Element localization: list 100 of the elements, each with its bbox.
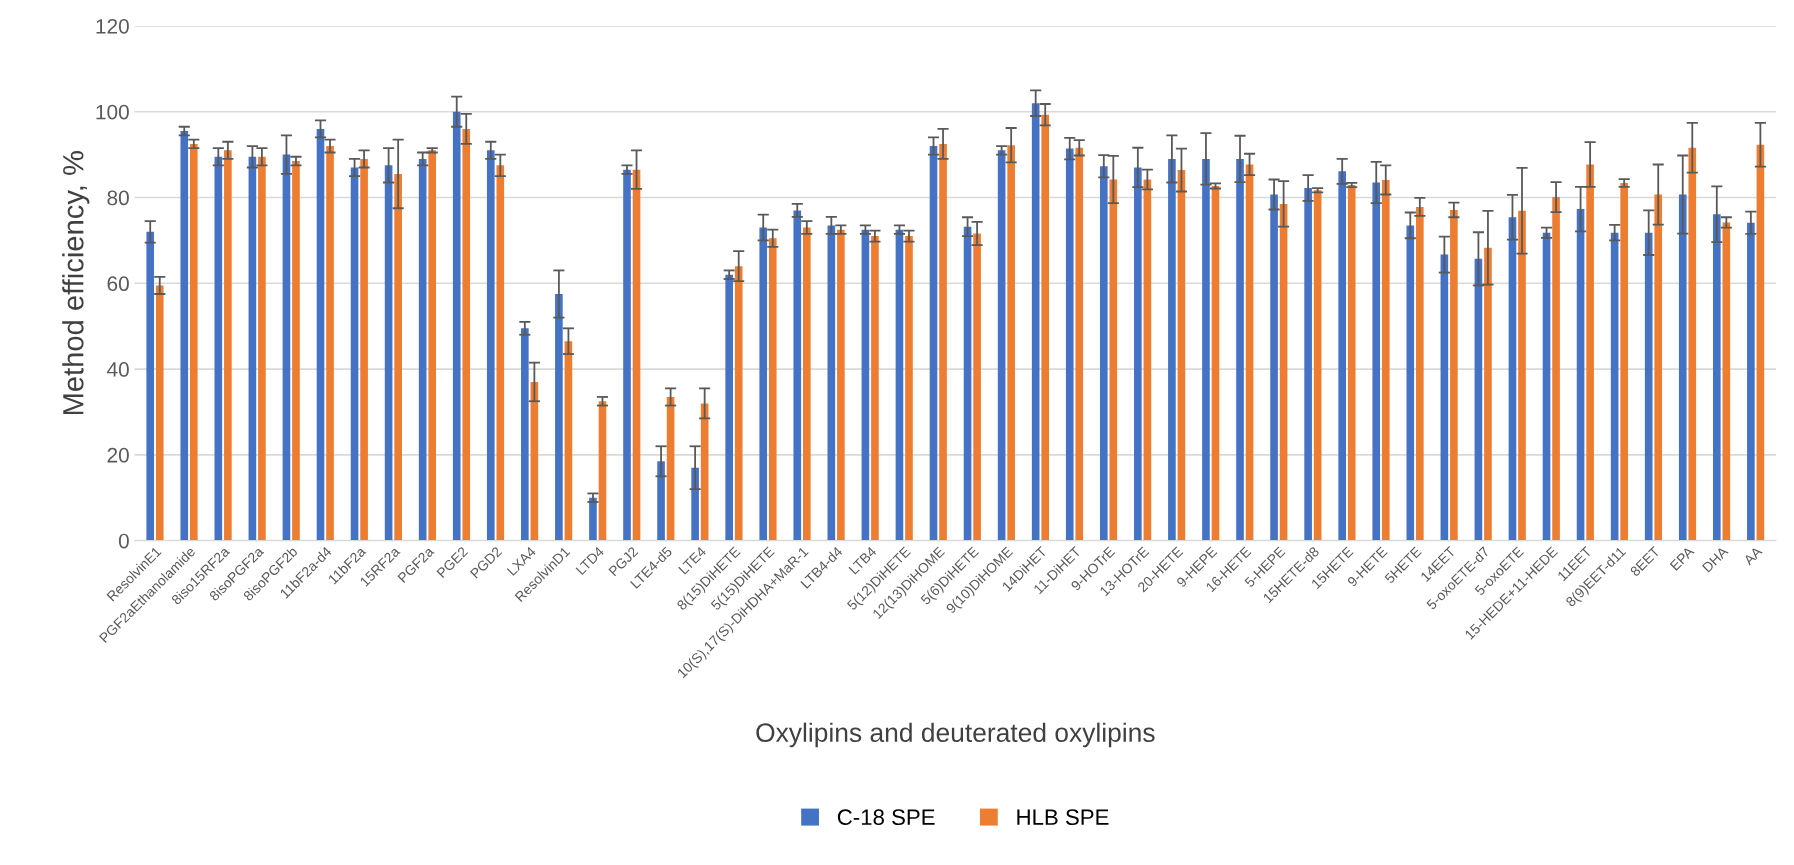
bar (1041, 114, 1050, 541)
y-tick-label: 100 (96, 104, 129, 120)
bar (1484, 247, 1492, 541)
bar (452, 111, 461, 541)
bar (759, 227, 768, 541)
bar (768, 238, 777, 541)
bar (929, 146, 938, 541)
y-tick-label: 40 (107, 362, 129, 377)
bar (1712, 214, 1721, 541)
bar (666, 396, 675, 541)
bar (793, 210, 802, 541)
bar (1304, 188, 1312, 541)
bar (1416, 206, 1424, 541)
bar (871, 236, 879, 541)
bar (180, 131, 189, 541)
bar (496, 165, 505, 541)
bar (1202, 158, 1210, 541)
bar (905, 236, 913, 541)
bar (1552, 197, 1560, 541)
bar (1099, 166, 1108, 541)
bar (1450, 209, 1458, 541)
bar (258, 156, 266, 541)
bar (1168, 158, 1176, 541)
bar (146, 231, 155, 541)
x-tick-label: AA (1742, 545, 1763, 566)
bar (963, 226, 972, 541)
bar (1211, 185, 1220, 541)
bar (895, 229, 904, 541)
bar (1177, 170, 1186, 541)
bar (589, 497, 597, 541)
bar (1747, 222, 1755, 541)
bar (939, 143, 947, 541)
bar (657, 461, 665, 541)
bar (155, 285, 164, 541)
bar (1372, 182, 1381, 541)
x-tick-label: EPA (1669, 545, 1695, 571)
bar (1031, 103, 1040, 541)
bar (360, 158, 368, 541)
bar (997, 150, 1006, 541)
bar (1236, 158, 1244, 541)
bar (1508, 217, 1517, 541)
bar (1620, 182, 1628, 541)
bar (555, 294, 563, 541)
bar (1134, 167, 1142, 541)
bar (1518, 210, 1526, 541)
bar (803, 227, 811, 541)
bar (418, 158, 427, 541)
y-tick-label: 20 (107, 447, 129, 463)
bar (462, 128, 471, 541)
bar (1245, 164, 1254, 541)
bar (1075, 147, 1084, 541)
bar (248, 156, 257, 541)
bar (691, 467, 699, 541)
bar (384, 165, 393, 541)
bar (486, 150, 495, 541)
bar (598, 401, 607, 541)
bar (973, 233, 981, 541)
bar (292, 161, 300, 541)
bar (1474, 258, 1483, 541)
bar (326, 146, 334, 541)
bar (1542, 232, 1551, 541)
bar (1143, 179, 1152, 541)
bar (1065, 148, 1074, 541)
y-tick-label: 0 (118, 533, 129, 549)
bar (1654, 194, 1663, 541)
bar (428, 150, 437, 541)
legend-label: HLB SPE (1017, 809, 1109, 826)
bar (1313, 190, 1322, 541)
y-tick-label: 120 (96, 18, 129, 34)
bar (837, 229, 845, 541)
bar (224, 150, 232, 541)
x-axis-title: Oxylipins and deuterated oxylipins (756, 722, 1155, 748)
bar (725, 274, 733, 541)
bar (521, 328, 529, 541)
bar (1406, 225, 1415, 541)
bar (632, 169, 641, 541)
bar (734, 266, 743, 541)
bar (1756, 144, 1765, 541)
bar (1270, 194, 1278, 541)
bar (1610, 232, 1619, 541)
bar (1109, 179, 1118, 541)
bar (1347, 185, 1356, 541)
bar (282, 154, 291, 541)
y-axis-title: Method efficiency, % (62, 151, 90, 415)
bar (1688, 147, 1697, 541)
bar (827, 225, 836, 541)
bar (350, 167, 359, 541)
bar (1576, 209, 1585, 541)
bar (861, 229, 870, 541)
bar (623, 169, 631, 541)
bar (1586, 164, 1594, 541)
bar (1007, 145, 1015, 541)
bar (1722, 222, 1731, 541)
bar (564, 341, 573, 541)
legend-label: C-18 SPE (837, 809, 935, 826)
bar (1338, 171, 1346, 541)
bar (1381, 179, 1390, 541)
bar (1678, 194, 1687, 541)
bar (316, 128, 325, 541)
bar (394, 173, 402, 541)
